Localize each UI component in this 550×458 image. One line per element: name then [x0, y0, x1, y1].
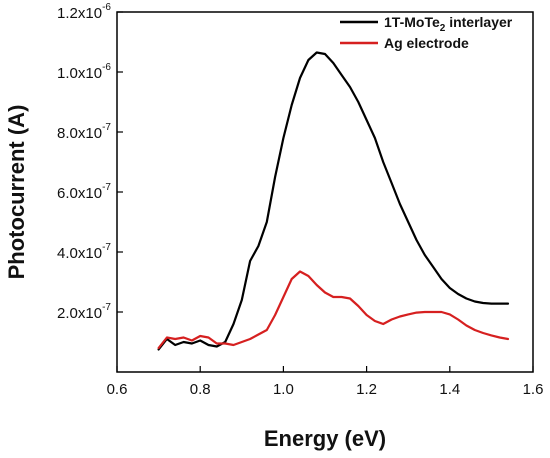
- x-tick-label: 1.0: [273, 381, 294, 398]
- legend-entry-label: Ag electrode: [384, 35, 469, 51]
- y-tick-label: 2.0x10-7: [57, 302, 111, 322]
- legend-text-subscript: 2: [440, 23, 446, 34]
- y-tick-mantissa: 4.0x10: [57, 245, 102, 262]
- series-layer: [157, 51, 510, 351]
- y-tick-label: 6.0x10-7: [57, 182, 111, 202]
- y-tick-exponent: -7: [102, 302, 111, 313]
- x-tick-label: 1.2: [356, 381, 377, 398]
- y-tick-exponent: -7: [102, 242, 111, 253]
- y-tick-exponent: -6: [102, 62, 111, 73]
- y-tick-label: 1.2x10-6: [57, 2, 111, 22]
- x-tick-label: 0.6: [107, 381, 128, 398]
- y-tick-label: 4.0x10-7: [57, 242, 111, 262]
- y-tick-exponent: -7: [102, 182, 111, 193]
- y-tick-mantissa: 8.0x10: [57, 125, 102, 142]
- y-tick-exponent: -7: [102, 122, 111, 133]
- x-tick-label: 0.8: [190, 381, 211, 398]
- y-tick-label: 1.0x10-6: [57, 62, 111, 82]
- y-tick-mantissa: 2.0x10: [57, 305, 102, 322]
- y-tick-exponent: -6: [102, 2, 111, 13]
- series-line-2: [157, 270, 510, 350]
- series-line-1: [157, 51, 510, 351]
- legend-entry-label: 1T-MoTe2 interlayer: [384, 14, 513, 34]
- y-tick-mantissa: 1.0x10: [57, 65, 102, 82]
- y-axis-ticks: 2.0x10-74.0x10-76.0x10-78.0x10-71.0x10-6…: [57, 2, 123, 322]
- legend-text-main: Ag electrode: [384, 35, 469, 51]
- x-axis-label: Energy (eV): [264, 426, 386, 451]
- legend-text-main: 1T-MoTe: [384, 14, 440, 30]
- legend-text-rest: interlayer: [445, 14, 512, 30]
- y-tick-mantissa: 1.2x10: [57, 5, 102, 22]
- x-tick-label: 1.6: [523, 381, 544, 398]
- x-axis-ticks: 0.6 0.8 1.0 1.2 1.4 1.6: [107, 366, 544, 398]
- plot-area-frame: [116, 11, 534, 373]
- x-tick-label: 1.4: [439, 381, 460, 398]
- y-tick-mantissa: 6.0x10: [57, 185, 102, 202]
- y-axis-label: Photocurrent (A): [4, 105, 29, 280]
- y-tick-label: 8.0x10-7: [57, 122, 111, 142]
